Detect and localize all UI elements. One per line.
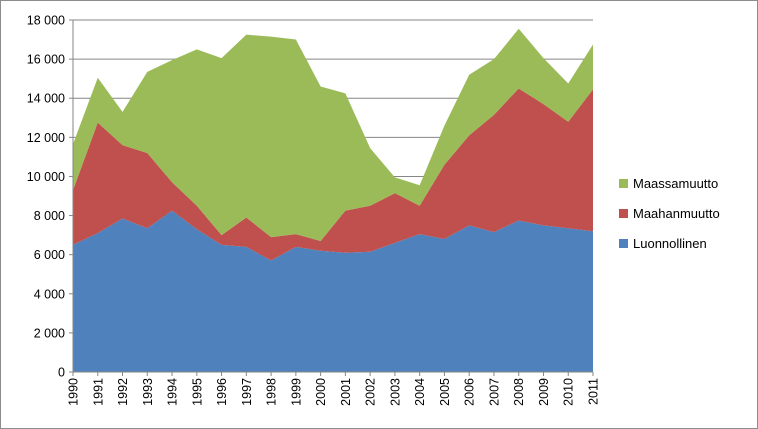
x-tick-label: 1990 xyxy=(67,378,81,406)
x-tick-label: 2005 xyxy=(438,378,452,406)
legend-label: Luonnollinen xyxy=(633,236,707,251)
y-tick-label: 18 000 xyxy=(27,14,65,28)
x-tick-label: 2000 xyxy=(314,378,328,406)
x-tick-label: 1994 xyxy=(166,378,180,406)
y-tick-label: 14 000 xyxy=(27,92,65,106)
x-tick-label: 2003 xyxy=(388,378,402,406)
x-tick-label: 2006 xyxy=(463,378,477,406)
area-series xyxy=(73,28,593,372)
y-tick-label: 12 000 xyxy=(27,131,65,145)
x-tick-label: 1996 xyxy=(215,378,229,406)
x-tick-label: 2011 xyxy=(587,378,601,405)
y-tick-label: 16 000 xyxy=(27,53,65,67)
x-tick-label: 1999 xyxy=(289,378,303,406)
x-tick-label: 2010 xyxy=(562,378,576,406)
y-tick-label: 10 000 xyxy=(27,170,65,184)
x-tick-label: 2004 xyxy=(413,378,427,406)
y-tick-label: 4 000 xyxy=(34,287,65,301)
y-tick-label: 6 000 xyxy=(34,248,65,262)
y-tick-label: 2 000 xyxy=(34,326,65,340)
x-tick-label: 2008 xyxy=(512,378,526,406)
legend: Maassamuutto Maahanmuutto Luonnollinen xyxy=(619,176,720,251)
legend-swatch xyxy=(619,209,628,218)
x-tick-label: 1993 xyxy=(141,378,155,406)
x-tick-label: 1998 xyxy=(265,378,279,406)
legend-swatch xyxy=(619,179,628,188)
x-tick-label: 1991 xyxy=(91,378,105,406)
y-tick-label: 8 000 xyxy=(34,209,65,223)
x-tick-label: 2002 xyxy=(364,378,378,406)
x-axis-ticks: 1990 1991 1992 1993 1994 1995 1996 1997 1998 1999… xyxy=(67,372,601,406)
x-tick-label: 2009 xyxy=(537,378,551,406)
legend-label: Maassamuutto xyxy=(633,176,718,191)
axes xyxy=(72,20,593,373)
legend-label: Maahanmuutto xyxy=(633,206,720,221)
legend-swatch xyxy=(619,239,628,248)
x-tick-label: 1997 xyxy=(240,378,254,406)
x-tick-label: 1992 xyxy=(116,378,130,406)
area-maahanmuutto xyxy=(73,88,593,261)
x-tick-label: 2001 xyxy=(339,378,353,406)
y-axis-ticks: 0 2 000 4 000 6 000 8 000 10 000 12 000 14 000 1… xyxy=(27,14,73,380)
y-tick-label: 0 xyxy=(58,366,65,380)
area-luonnollinen xyxy=(73,210,593,372)
x-tick-label: 2007 xyxy=(487,378,501,406)
area-maassamuutto xyxy=(73,28,593,241)
x-tick-label: 1995 xyxy=(190,378,204,406)
